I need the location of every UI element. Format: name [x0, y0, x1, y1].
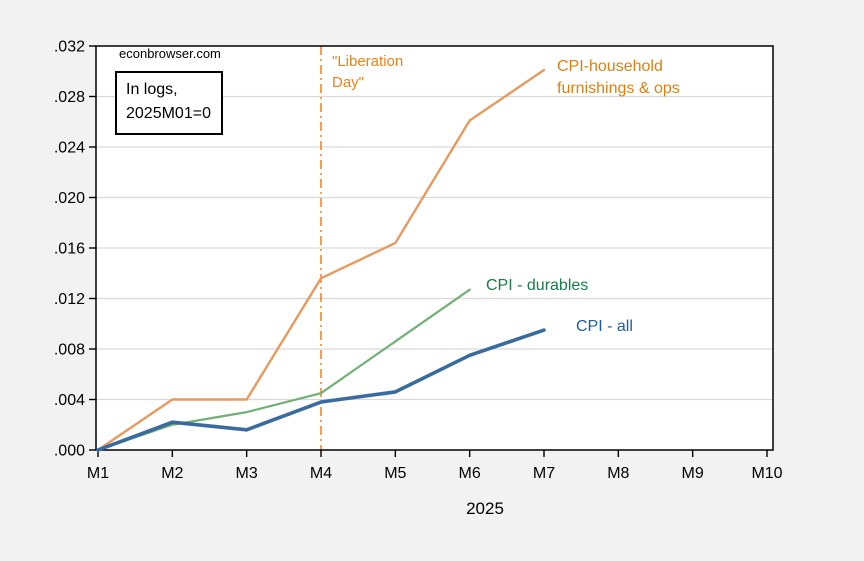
svg-text:.032: .032	[54, 39, 85, 56]
annotation-liberation-day-line2: Day"	[332, 74, 364, 91]
svg-text:.000: .000	[54, 443, 85, 460]
svg-text:.016: .016	[54, 241, 85, 258]
series-label-all: CPI - all	[576, 318, 633, 335]
x-axis-title: 2025	[466, 499, 504, 518]
svg-text:M10: M10	[751, 465, 782, 482]
svg-text:M9: M9	[682, 465, 704, 482]
svg-text:M3: M3	[236, 465, 258, 482]
annotation-liberation-day-line1: "Liberation	[332, 53, 404, 70]
annotation-liberation-day: "Liberation Day"	[332, 51, 403, 93]
series-label-durables: CPI - durables	[486, 277, 589, 294]
svg-text:M6: M6	[459, 465, 481, 482]
note-box-line2: 2025M01=0	[126, 105, 211, 122]
watermark-econbrowser: econbrowser.com	[119, 46, 221, 61]
svg-text:M8: M8	[607, 465, 629, 482]
svg-text:.028: .028	[54, 89, 85, 106]
svg-text:.008: .008	[54, 342, 85, 359]
svg-text:M7: M7	[533, 465, 555, 482]
series-label-household-line1: CPI-household	[557, 58, 663, 75]
note-box-line1: In logs,	[126, 81, 178, 98]
svg-text:.004: .004	[54, 392, 85, 409]
svg-text:M1: M1	[87, 465, 109, 482]
svg-text:.020: .020	[54, 190, 85, 207]
svg-text:.024: .024	[54, 140, 85, 157]
series-label-household: CPI-household furnishings & ops	[557, 56, 680, 100]
svg-text:.012: .012	[54, 291, 85, 308]
note-box: In logs, 2025M01=0	[115, 71, 223, 135]
svg-text:M4: M4	[310, 465, 332, 482]
svg-text:M5: M5	[384, 465, 406, 482]
series-label-household-line2: furnishings & ops	[557, 80, 680, 97]
svg-text:M2: M2	[161, 465, 183, 482]
